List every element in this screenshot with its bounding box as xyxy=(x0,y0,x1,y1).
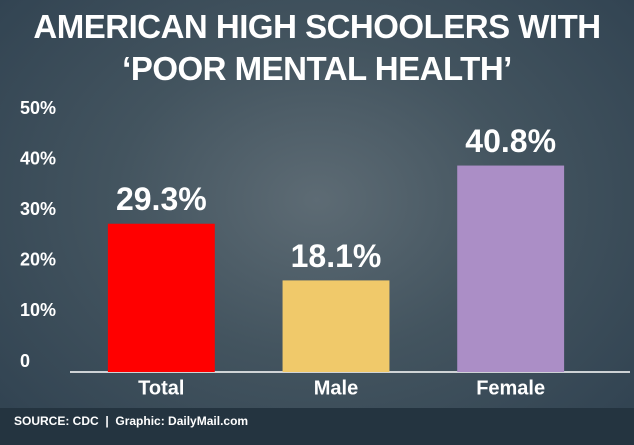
y-tick-label: 30% xyxy=(20,199,56,219)
source: SOURCE: CDC xyxy=(14,414,99,428)
bar xyxy=(457,165,565,372)
x-tick-label: Male xyxy=(314,377,358,399)
x-tick-label: Total xyxy=(138,377,184,399)
y-tick-label: 40% xyxy=(20,148,56,168)
bar xyxy=(282,280,390,372)
credit: Graphic: DailyMail.com xyxy=(115,414,249,428)
y-tick-label: 0 xyxy=(20,351,30,371)
value-label: 18.1% xyxy=(291,238,382,274)
x-tick-label: Female xyxy=(476,377,545,399)
bar xyxy=(107,223,215,372)
value-label: 29.3% xyxy=(116,181,207,217)
y-tick-label: 20% xyxy=(20,250,56,270)
value-label: 40.8% xyxy=(465,123,556,159)
y-tick-label: 50% xyxy=(20,98,56,118)
y-tick-label: 10% xyxy=(20,300,56,320)
chart-title: AMERICAN HIGH SCHOOLERS WITH ‘POOR MENTA… xyxy=(33,8,601,87)
footer: SOURCE: CDC | Graphic: DailyMail.com xyxy=(0,408,634,445)
